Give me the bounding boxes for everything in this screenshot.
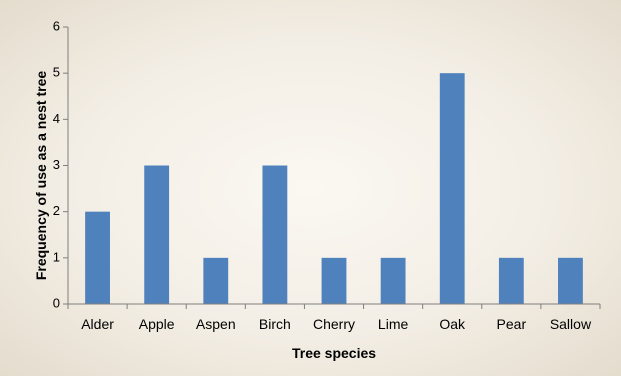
- bar-cherry: [321, 257, 347, 304]
- x-axis-ticks: Alder Apple Aspen Birch Cherry Lime Oak Pear Sal…: [67, 304, 601, 332]
- x-tick-label: Cherry: [313, 316, 355, 332]
- y-tick-label: 3: [53, 157, 60, 172]
- x-axis-title: Tree species: [292, 345, 376, 361]
- y-axis-title: Frequency of use as a nest tree: [33, 71, 49, 281]
- x-tick-label: Aspen: [196, 316, 236, 332]
- x-tick-label: Pear: [497, 316, 527, 332]
- bar-apple: [144, 165, 170, 304]
- x-tick-label: Sallow: [550, 316, 592, 332]
- x-tick-label: Alder: [81, 316, 114, 332]
- bar-aspen: [203, 257, 229, 304]
- y-tick-label: 2: [53, 203, 60, 218]
- y-tick-label: 4: [53, 111, 60, 126]
- x-tick-label: Apple: [139, 316, 175, 332]
- y-axis-ticks: 0 1 2 3 4 5 6: [53, 18, 68, 310]
- x-tick-label: Oak: [439, 316, 466, 332]
- x-tick-label: Birch: [259, 316, 291, 332]
- bars: [85, 73, 583, 305]
- bar-birch: [262, 165, 288, 304]
- x-tick-label: Lime: [378, 316, 409, 332]
- bar-lime: [380, 257, 406, 304]
- y-tick-label: 0: [53, 295, 60, 310]
- bar-pear: [498, 257, 524, 304]
- y-tick-label: 1: [53, 249, 60, 264]
- bar-oak: [439, 73, 465, 305]
- bar-sallow: [558, 257, 583, 304]
- y-tick-label: 5: [53, 65, 60, 80]
- bar-alder: [85, 211, 110, 304]
- y-tick-label: 6: [53, 18, 60, 33]
